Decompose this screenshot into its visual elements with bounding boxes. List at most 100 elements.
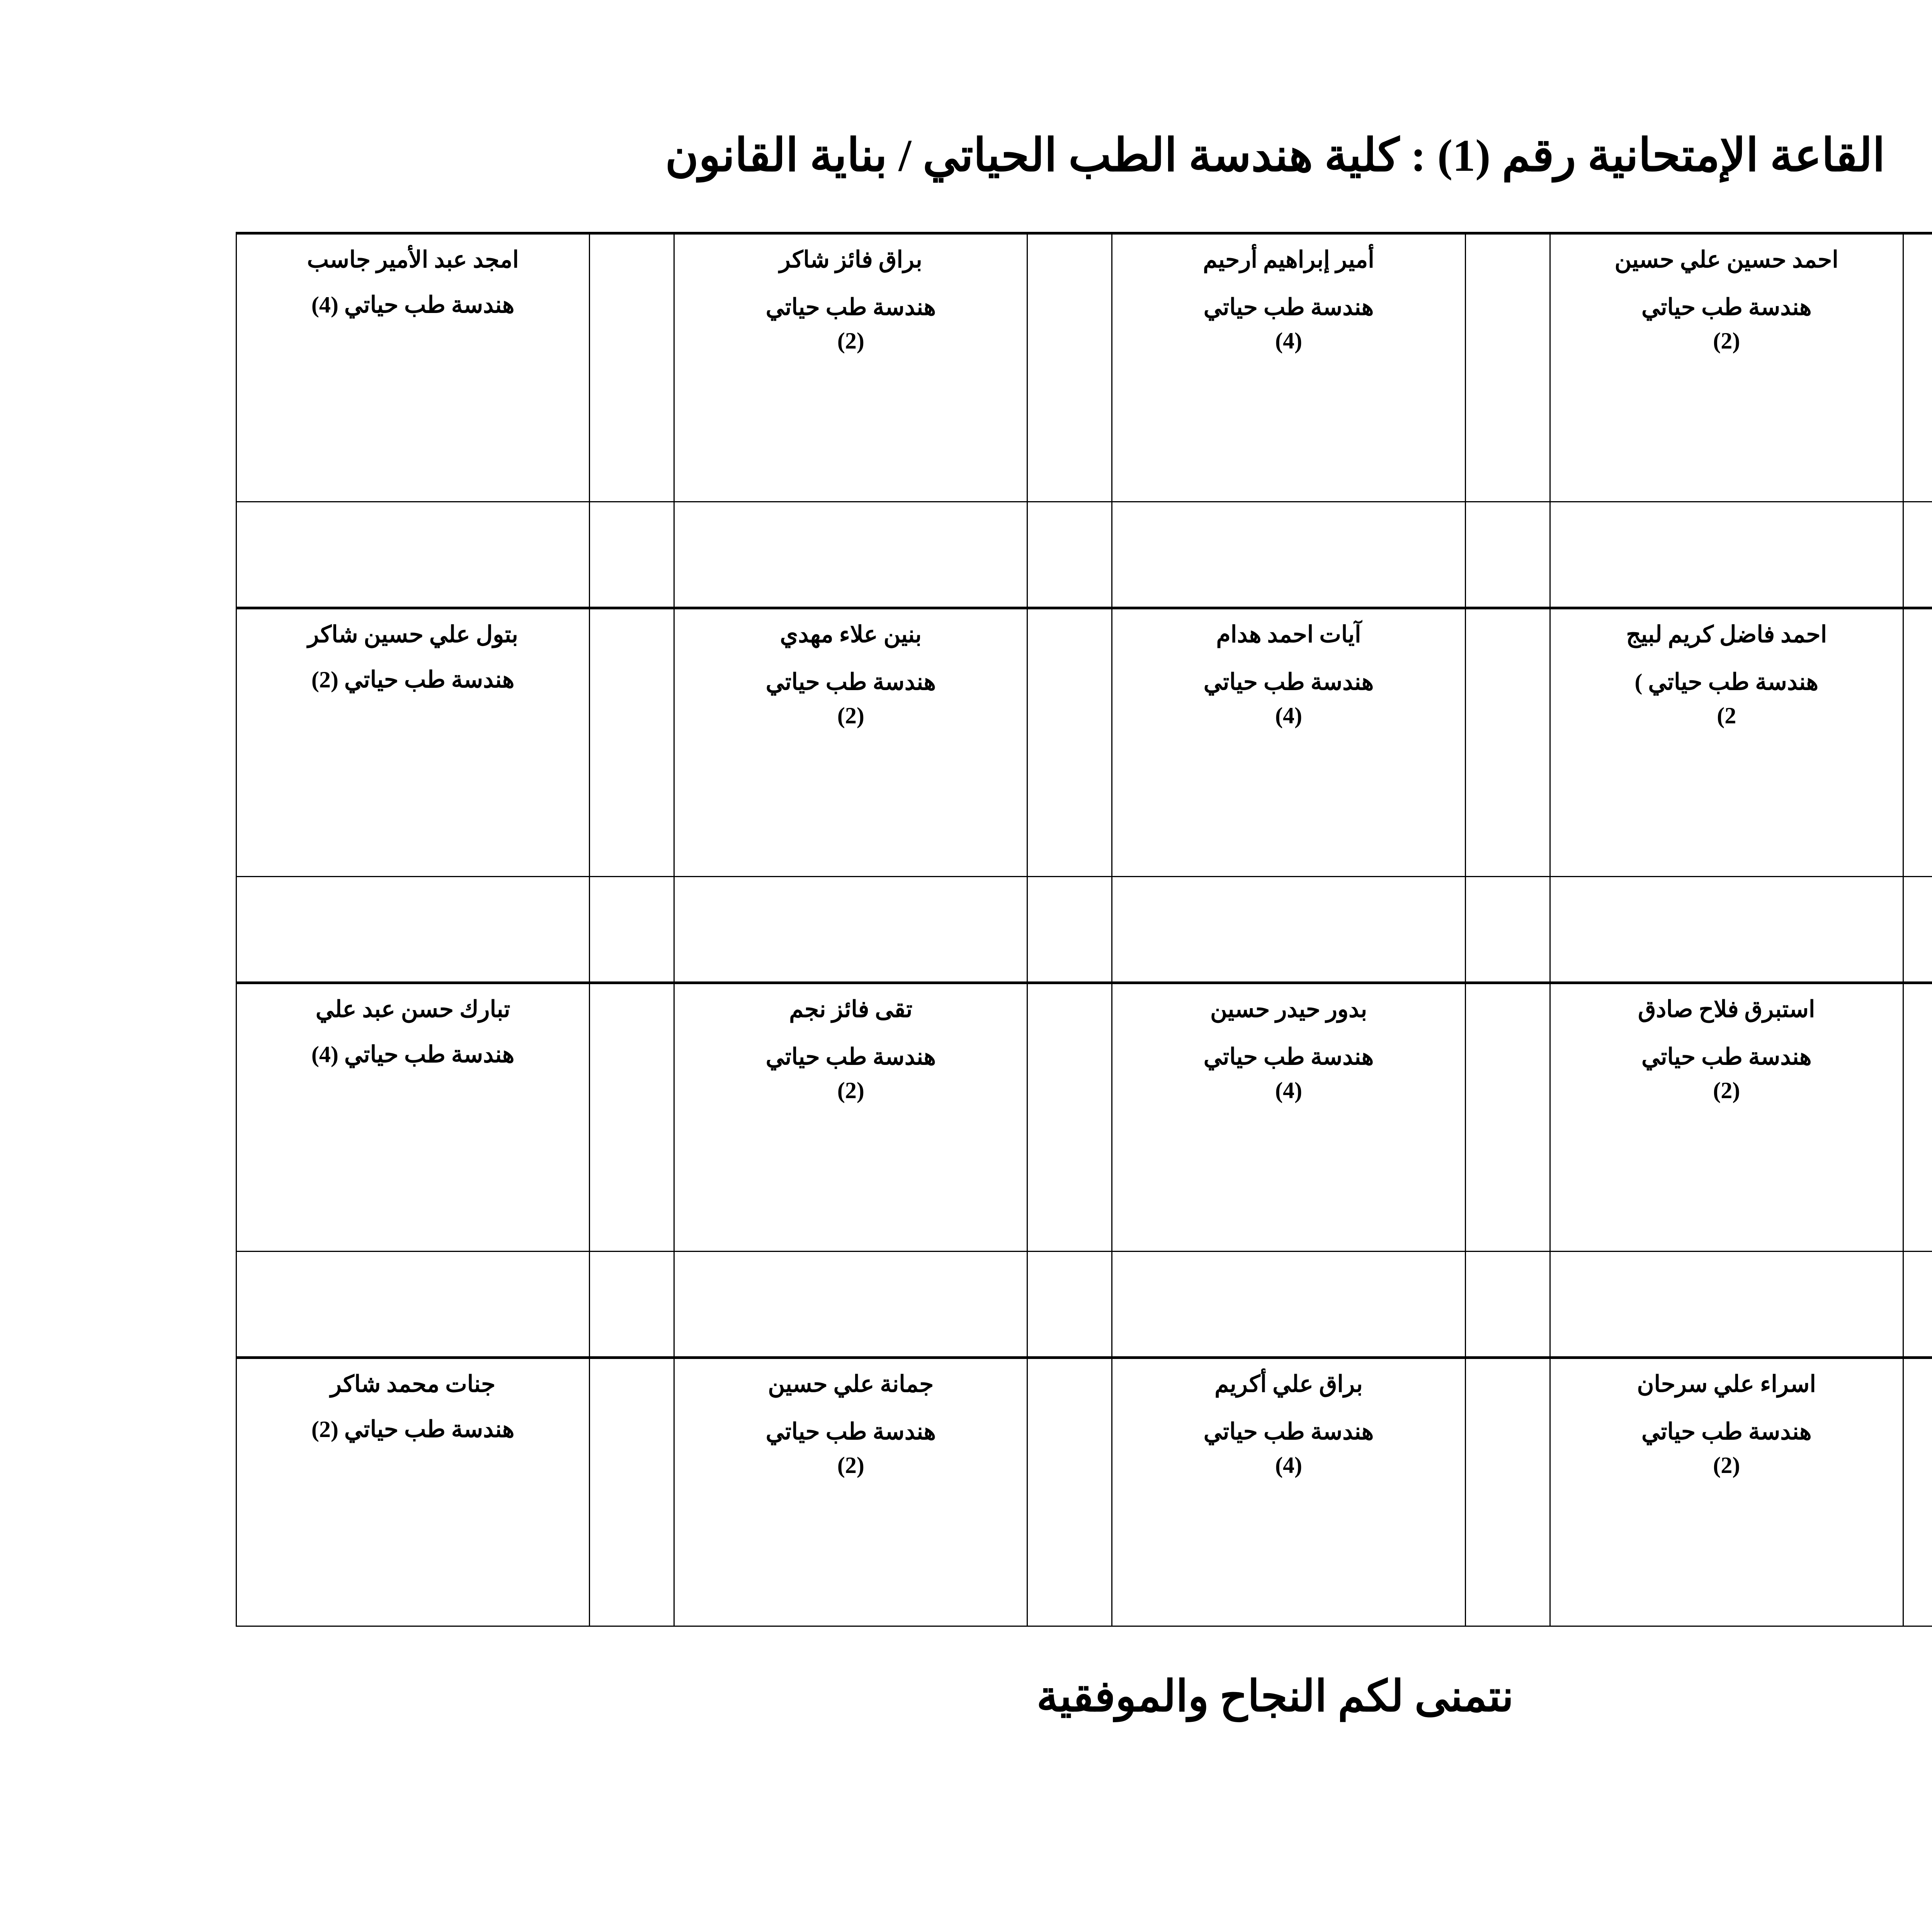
gap-cell (932, 877, 1285, 983)
gap-cell (847, 502, 932, 608)
seating-chart-body: احمد فليح صاحب مطر هندسة طب حياتي (4) اح… (0, 233, 1723, 1626)
seat-cell[interactable]: احمد حسين علي حسين هندسة طب حياتي (2) (932, 233, 1285, 502)
gap-cell (409, 502, 494, 608)
spacer-cell (847, 233, 932, 502)
gap-cell (56, 877, 409, 983)
gap-cell (409, 877, 494, 983)
student-department: هندسة طب حياتي (66, 291, 398, 324)
seat-cell[interactable]: اسراء علي سرحان هندسة طب حياتي (2) (932, 1358, 1285, 1626)
student-group: (4) (504, 1449, 836, 1482)
spacer-cell (0, 983, 56, 1252)
table-row: ألاء أنور محمد هندسة طب حياتي (4) اسراء … (0, 1358, 1723, 1626)
student-group: (2) (942, 324, 1274, 358)
student-group: (4) (1380, 699, 1712, 733)
spacer-cell (847, 608, 932, 877)
seat-cell[interactable]: براق علي أكريم هندسة طب حياتي (4) (494, 1358, 847, 1626)
spacer-cell (0, 608, 56, 877)
student-name: احمد فليح صاحب مطر (1380, 243, 1712, 277)
student-name: إسحاق طعمه عصواد (1380, 993, 1712, 1026)
gap-cell (0, 1252, 56, 1358)
gap-cell (932, 1252, 1285, 1358)
student-name: أمير إبراهيم أرحيم (504, 243, 836, 277)
student-department: هندسة طب حياتي (504, 665, 836, 699)
student-name: اسراء علي سرحان (942, 1367, 1274, 1401)
seat-cell[interactable]: جمانة علي حسين هندسة طب حياتي (2) (56, 1358, 409, 1626)
student-name: براق فائز شاكر (66, 243, 398, 277)
student-group: (4) (504, 699, 836, 733)
seating-chart-container: احمد فليح صاحب مطر هندسة طب حياتي (4) اح… (0, 232, 1723, 1627)
seat-cell[interactable]: آيات احمد هدام هندسة طب حياتي (4) (494, 608, 847, 877)
gap-cell (932, 502, 1285, 608)
student-group: (4) (1380, 1449, 1712, 1482)
gap-cell (494, 1252, 847, 1358)
student-group: (4) (504, 324, 836, 358)
gap-cell (1285, 502, 1369, 608)
gap-cell (1369, 877, 1723, 983)
student-group: (2) (942, 1449, 1274, 1482)
student-name: بنين علاء مهدي (66, 618, 398, 651)
student-group: (4) (504, 1074, 836, 1107)
spacer-cell (409, 608, 494, 877)
student-name: احمد فاضل كريم لبيج (942, 618, 1274, 651)
student-name: ألاء أنور محمد (1380, 1367, 1712, 1401)
exam-hall-seating-document: القاعة الإمتحانية رقم (1) : كلية هندسة ا… (0, 0, 1932, 1932)
student-department: هندسة طب حياتي (1380, 291, 1712, 324)
spacer-cell (409, 233, 494, 502)
gap-cell (56, 502, 409, 608)
spacer-cell (847, 983, 932, 1252)
student-name: أديان كريم جخر (1380, 618, 1712, 651)
gap-cell (847, 1252, 932, 1358)
table-row: احمد فليح صاحب مطر هندسة طب حياتي (4) اح… (0, 233, 1723, 502)
student-department: هندسة طب حياتي (66, 1415, 398, 1449)
seat-cell[interactable]: بدور حيدر حسين هندسة طب حياتي (4) (494, 983, 847, 1252)
student-group: (2) (942, 1074, 1274, 1107)
student-group: 2) (942, 699, 1274, 733)
gap-cell (1369, 1252, 1723, 1358)
student-group: (2) (66, 699, 398, 733)
page-title: القاعة الإمتحانية رقم (1) : كلية هندسة ا… (0, 127, 1932, 184)
spacer-cell (1285, 233, 1369, 502)
student-group: (2) (66, 324, 398, 358)
student-department: هندسة طب حياتي (66, 1040, 398, 1074)
student-group: (4) (1380, 1074, 1712, 1107)
gap-cell (847, 877, 932, 983)
table-gap-row (0, 1252, 1723, 1358)
seat-cell[interactable]: إسحاق طعمه عصواد هندسة طب حياتي (4) (1369, 983, 1723, 1252)
spacer-cell (1285, 608, 1369, 877)
seat-cell[interactable]: أمير إبراهيم أرحيم هندسة طب حياتي (4) (494, 233, 847, 502)
seat-cell[interactable]: ألاء أنور محمد هندسة طب حياتي (4) (1369, 1358, 1723, 1626)
gap-cell (494, 502, 847, 608)
seat-cell[interactable]: براق فائز شاكر هندسة طب حياتي (2) (56, 233, 409, 502)
student-name: استبرق فلاح صادق (942, 993, 1274, 1026)
seat-cell[interactable]: احمد فليح صاحب مطر هندسة طب حياتي (4) (1369, 233, 1723, 502)
seat-cell[interactable]: أديان كريم جخر هندسة طب حياتي (4) (1369, 608, 1723, 877)
student-department: هندسة طب حياتي (942, 1040, 1274, 1074)
spacer-cell (0, 1358, 56, 1626)
footer-note: نتمنى لكم النجاح والموفقية (0, 1671, 1932, 1722)
student-name: تقى فائز نجم (66, 993, 398, 1026)
student-department: هندسة طب حياتي (66, 665, 398, 699)
gap-cell (1369, 502, 1723, 608)
gap-cell (1285, 877, 1369, 983)
seat-cell[interactable]: احمد فاضل كريم لبيج هندسة طب حياتي ) 2) (932, 608, 1285, 877)
student-group: (2) (66, 1449, 398, 1482)
seat-cell[interactable]: تقى فائز نجم هندسة طب حياتي (2) (56, 983, 409, 1252)
student-group: (2) (66, 1074, 398, 1107)
student-department: هندسة طب حياتي (504, 1415, 836, 1449)
student-department: هندسة طب حياتي (942, 291, 1274, 324)
student-department: هندسة طب حياتي (1380, 1415, 1712, 1449)
student-department: هندسة طب حياتي (1380, 665, 1712, 699)
student-department: هندسة طب حياتي (504, 291, 836, 324)
student-name: جمانة علي حسين (66, 1367, 398, 1401)
gap-cell (409, 1252, 494, 1358)
seat-cell[interactable]: بنين علاء مهدي هندسة طب حياتي (2) (56, 608, 409, 877)
table-row: إسحاق طعمه عصواد هندسة طب حياتي (4) استب… (0, 983, 1723, 1252)
spacer-cell (1285, 983, 1369, 1252)
seat-cell[interactable]: استبرق فلاح صادق هندسة طب حياتي (2) (932, 983, 1285, 1252)
spacer-cell (847, 1358, 932, 1626)
spacer-cell (409, 1358, 494, 1626)
gap-cell (0, 877, 56, 983)
table-gap-row (0, 502, 1723, 608)
student-group: (4) (1380, 324, 1712, 358)
student-name: بدور حيدر حسين (504, 993, 836, 1026)
